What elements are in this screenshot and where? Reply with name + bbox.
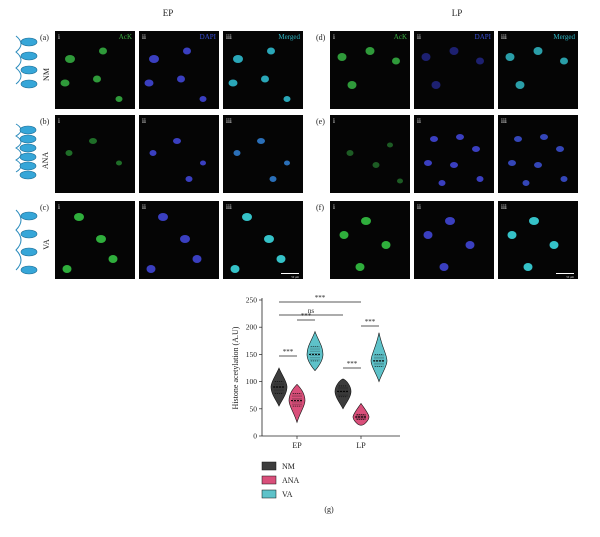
x-tick-label: EP <box>292 441 302 450</box>
col-roman: ii <box>417 203 421 211</box>
micrograph-lp-va-ack: i <box>330 201 410 279</box>
col-roman: iii <box>226 33 232 41</box>
y-tick-label: 0 <box>253 432 257 441</box>
col-roman: ii <box>142 33 146 41</box>
significance-label: *** <box>301 312 312 320</box>
violin-va-lp <box>370 332 388 383</box>
col-roman: i <box>333 117 335 125</box>
nucleosome-icon-nm <box>14 34 40 97</box>
micrograph-lp-ana-dapi: ii <box>414 115 494 193</box>
col-roman: i <box>58 203 60 211</box>
channel-label-merged: Merged <box>553 33 575 41</box>
micrograph-lp-nm-merged: iii Merged <box>498 31 578 109</box>
col-roman: i <box>333 203 335 211</box>
micrograph-ep-va-ack: i <box>55 201 135 279</box>
scale-bar-label: 50 μm <box>566 275 574 279</box>
micrograph-lp-nm-ack: i AcK <box>330 31 410 109</box>
channel-label-dapi: DAPI <box>474 33 491 41</box>
scale-bar: 50 μm <box>556 273 574 279</box>
y-tick-label: 100 <box>246 377 258 386</box>
col-roman: iii <box>501 33 507 41</box>
channel-label-merged: Merged <box>278 33 300 41</box>
col-roman: ii <box>417 117 421 125</box>
legend-label-va: VA <box>282 490 293 499</box>
micrograph-ep-va-merged: iii 50 μm <box>223 201 303 279</box>
micrograph-ep-nm-dapi: ii DAPI <box>139 31 219 109</box>
significance-label: *** <box>315 294 326 302</box>
legend-label-ana: ANA <box>282 476 300 485</box>
x-tick-label: LP <box>356 441 366 450</box>
col-roman: iii <box>226 203 232 211</box>
micrograph-ep-ana-ack: i <box>55 115 135 193</box>
micrograph-lp-ana-ack: i <box>330 115 410 193</box>
violin-nm-lp <box>334 378 352 410</box>
legend-swatch-nm <box>261 461 277 471</box>
col-roman: ii <box>142 117 146 125</box>
micrograph-ep-nm-merged: iii Merged <box>223 31 303 109</box>
y-axis-title: Histone acetylation (A.U) <box>231 326 240 409</box>
y-tick-label: 50 <box>250 404 258 413</box>
micrograph-ep-nm-ack: i AcK <box>55 31 135 109</box>
micrograph-lp-ana-merged: iii <box>498 115 578 193</box>
nucleosome-icon-ana <box>14 122 40 185</box>
violin-va-ep <box>306 330 324 372</box>
micrograph-lp-va-dapi: ii <box>414 201 494 279</box>
channel-label-dapi: DAPI <box>199 33 216 41</box>
channel-label-ack: AcK <box>118 33 132 41</box>
panel-letter-a: (a) <box>40 33 49 42</box>
panel-letter-b: (b) <box>40 117 50 126</box>
panel-letter-f: (f) <box>316 203 324 212</box>
scale-bar: 50 μm <box>281 273 299 279</box>
col-roman: i <box>333 33 335 41</box>
panel-letter-g: (g) <box>324 505 334 514</box>
micrograph-lp-va-merged: iii 50 μm <box>498 201 578 279</box>
col-roman: ii <box>417 33 421 41</box>
panel-letter-e: (e) <box>316 117 325 126</box>
legend-label-nm: NM <box>282 462 295 471</box>
legend-swatch-va <box>261 489 277 499</box>
significance-label: *** <box>283 348 294 356</box>
legend-swatch-ana <box>261 475 277 485</box>
micrograph-ep-ana-dapi: ii <box>139 115 219 193</box>
col-roman: iii <box>501 203 507 211</box>
violin-ana-ep <box>288 383 306 424</box>
significance-label: ns <box>308 307 315 315</box>
y-tick-label: 200 <box>246 323 258 332</box>
col-roman: iii <box>501 117 507 125</box>
col-roman: i <box>58 117 60 125</box>
col-roman: ii <box>142 203 146 211</box>
nucleosome-icon-va <box>14 208 40 283</box>
col-roman: i <box>58 33 60 41</box>
significance-label: *** <box>365 318 376 326</box>
channel-label-ack: AcK <box>393 33 407 41</box>
panel-letter-d: (d) <box>316 33 326 42</box>
panel-letter-c: (c) <box>40 203 49 212</box>
ep-group-title: EP <box>162 8 174 18</box>
col-roman: iii <box>226 117 232 125</box>
scale-bar-label: 50 μm <box>291 275 299 279</box>
significance-label: *** <box>347 360 358 368</box>
y-tick-label: 150 <box>246 350 258 359</box>
micrograph-ep-va-dapi: ii <box>139 201 219 279</box>
lp-group-title: LP <box>451 8 463 18</box>
micrograph-lp-nm-dapi: ii DAPI <box>414 31 494 109</box>
y-tick-label: 250 <box>246 296 258 305</box>
micrograph-ep-ana-merged: iii <box>223 115 303 193</box>
